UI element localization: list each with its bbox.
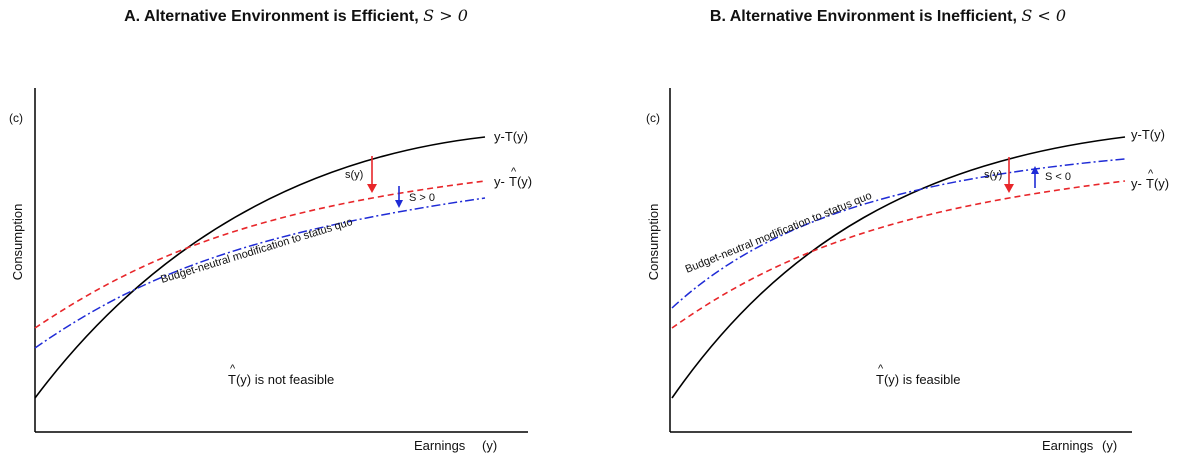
alternative-curve — [34, 180, 486, 329]
budget-neutral-label: Budget-neutral modification to status qu… — [684, 190, 874, 276]
budget-neutral-label: Budget-neutral modification to status qu… — [159, 216, 354, 286]
diagram-a: (c) Consumption Earnings (y) y-T(y) y- ^… — [9, 88, 532, 453]
alternative-label-suffix: T(y) — [1146, 176, 1169, 191]
alternative-label-prefix: y- — [1131, 176, 1142, 191]
c-axis-label: (c) — [646, 111, 660, 125]
s-label: s(y) — [984, 169, 1002, 181]
feasibility-hat: ^ — [230, 363, 236, 375]
S-label: S < 0 — [1045, 171, 1071, 183]
alternative-curve — [671, 180, 1126, 329]
status-quo-curve — [34, 136, 486, 399]
alternative-label-hat: ^ — [1148, 168, 1154, 180]
x-axis-label: Earnings — [414, 438, 466, 453]
x-axis-label: Earnings — [1042, 438, 1094, 453]
alternative-label-prefix: y- — [494, 174, 505, 189]
status-quo-label: y-T(y) — [1131, 127, 1165, 142]
feasibility-label: T(y) is feasible — [876, 372, 961, 387]
panel-title-text: A. Alternative Environment is Efficient, — [124, 8, 419, 25]
S-label: S > 0 — [409, 192, 435, 204]
x-axis-symbol: (y) — [1102, 438, 1117, 453]
s-arrow-head — [1004, 184, 1014, 193]
budget-neutral-curve — [34, 197, 486, 349]
feasibility-label: T(y) is not feasible — [228, 372, 334, 387]
s-label: s(y) — [345, 169, 363, 181]
panel-title-math: S > 0 — [423, 6, 468, 25]
panel-b: B. Alternative Environment is Inefficien… — [592, 0, 1184, 460]
status-quo-label: y-T(y) — [494, 129, 528, 144]
alternative-label-suffix: T(y) — [509, 174, 532, 189]
S-arrow-head — [395, 200, 403, 208]
status-quo-curve — [671, 136, 1126, 399]
c-axis-label: (c) — [9, 111, 23, 125]
panel-title-text: B. Alternative Environment is Inefficien… — [709, 8, 1017, 25]
y-axis-label: Consumption — [10, 204, 25, 281]
s-arrow-head — [367, 184, 377, 193]
feasibility-hat: ^ — [878, 363, 884, 375]
panel-title-math: S < 0 — [1021, 6, 1067, 25]
S-arrow-head — [1031, 166, 1039, 174]
panel-title: A. Alternative Environment is Efficient,… — [0, 6, 592, 26]
panel-title: B. Alternative Environment is Inefficien… — [592, 6, 1184, 26]
panel-a: A. Alternative Environment is Efficient,… — [0, 6, 592, 453]
alternative-label-hat: ^ — [511, 166, 517, 178]
diagram-b: (c) Consumption Earnings (y) y-T(y) y- ^… — [646, 88, 1169, 453]
y-axis-label: Consumption — [646, 204, 661, 281]
x-axis-symbol: (y) — [482, 438, 497, 453]
